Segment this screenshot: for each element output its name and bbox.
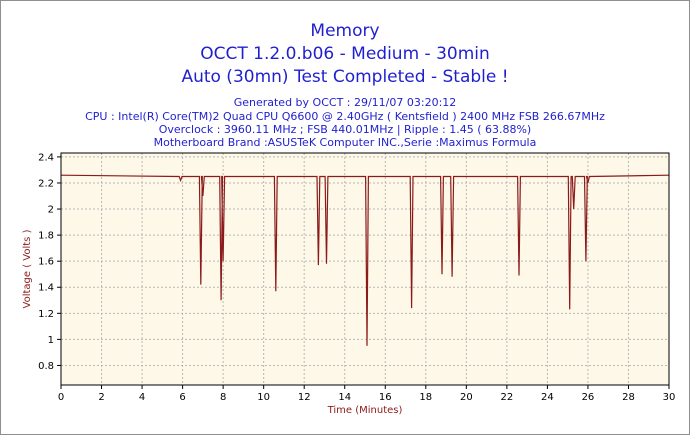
- info-cpu: CPU : Intel(R) Core(TM)2 Quad CPU Q6600 …: [85, 110, 605, 123]
- chart-subtitle: OCCT 1.2.0.b06 - Medium - 30min: [200, 44, 490, 64]
- info-motherboard: Motherboard Brand :ASUSTeK Computer INC.…: [153, 136, 537, 149]
- x-tick-label: 10: [257, 392, 270, 403]
- x-axis-label: Time (Minutes): [327, 405, 403, 416]
- plot-border: [60, 152, 670, 386]
- grid: [61, 153, 669, 385]
- x-tick-label: 24: [541, 392, 554, 403]
- y-tick-label: 2.4: [38, 152, 54, 163]
- y-tick-label: 1.4: [38, 283, 54, 294]
- x-tick-label: 2: [98, 392, 104, 403]
- info-generated: Generated by OCCT : 29/11/07 03:20:12: [233, 96, 457, 109]
- y-tick-label: 1.8: [38, 231, 54, 242]
- x-tick-label: 8: [220, 392, 226, 403]
- y-tick-label: 1.2: [38, 309, 54, 320]
- voltage-line: [60, 174, 670, 346]
- x-tick-label: 14: [338, 392, 351, 403]
- x-tick-label: 18: [419, 392, 432, 403]
- x-tick-label: 22: [500, 392, 513, 403]
- x-tick-label: 30: [663, 392, 676, 403]
- y-tick-label: 0.8: [38, 361, 54, 372]
- test-status: Auto (30mn) Test Completed - Stable !: [181, 67, 509, 87]
- x-tick-label: 26: [582, 392, 595, 403]
- ticks: 0 2 4 6 8 10 12 14 16 18 20 22 24 26 28 300.811.21.41.6…: [38, 152, 675, 403]
- y-tick-label: 2: [48, 205, 54, 216]
- x-tick-label: 16: [379, 392, 392, 403]
- y-tick-label: 1: [48, 335, 54, 346]
- x-tick-label: 0: [58, 392, 64, 403]
- plot-area: [61, 153, 669, 385]
- x-tick-label: 28: [622, 392, 635, 403]
- y-tick-label: 1.6: [38, 257, 54, 268]
- y-tick-label: 2.2: [38, 178, 54, 189]
- y-axis-label: Voltage ( Volts ): [22, 229, 33, 308]
- x-tick-label: 4: [139, 392, 145, 403]
- x-tick-label: 6: [179, 392, 185, 403]
- chart-title: Memory: [310, 21, 380, 41]
- x-tick-label: 12: [298, 392, 311, 403]
- info-overclock: Overclock : 3960.11 MHz ; FSB 440.01MHz …: [158, 123, 532, 136]
- x-tick-label: 20: [460, 392, 473, 403]
